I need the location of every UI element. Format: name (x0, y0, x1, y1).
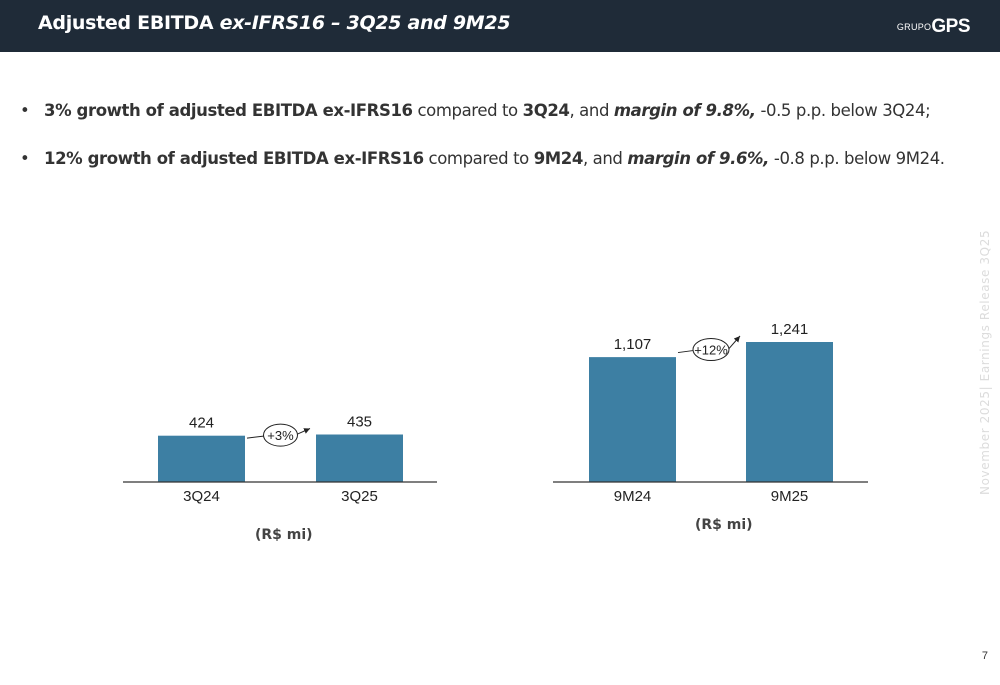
bullet-9m: • 12% growth of adjusted EBITDA ex-IFRS16… (20, 148, 945, 170)
bullet-list: • 3% growth of adjusted EBITDA ex-IFRS16 … (20, 100, 945, 196)
grupo-gps-logo: GRUPOGPS (896, 16, 971, 38)
value-label-3q24: 424 (189, 415, 214, 432)
bar-9m24 (589, 357, 676, 482)
bullet-dot: • (20, 149, 30, 168)
growth-arrow-quarter (297, 428, 311, 435)
bullet-9m-text-2: , and (582, 149, 628, 168)
value-label-3q25: 435 (347, 414, 372, 431)
growth-arrow-ninemonth (728, 335, 741, 349)
bullet-dot: • (20, 101, 30, 120)
bullet-3q-bold-2: 3Q24 (522, 101, 570, 120)
category-label-9m25: 9M25 (771, 488, 809, 505)
growth-label-quarter: +3% (267, 428, 294, 443)
bullet-9m-bold-1: 12% growth of adjusted EBITDA ex-IFRS16 (44, 149, 424, 168)
growth-label-ninemonth: +12% (694, 343, 728, 358)
category-label-9m24: 9M24 (614, 488, 652, 505)
bullet-3q-text-3: -0.5 p.p. below 3Q24; (755, 101, 931, 120)
chart-ninemonth-unit-label: (R$ mi) (695, 517, 753, 533)
bullet-3q-text-1: compared to (412, 101, 523, 120)
value-label-9m25: 1,241 (771, 321, 809, 338)
bullet-3q-text-2: , and (569, 101, 614, 120)
category-label-3q25: 3Q25 (341, 488, 378, 505)
bullet-9m-text-3: -0.8 p.p. below 9M24. (769, 149, 945, 168)
bar-3q24 (158, 435, 245, 482)
chart-quarter-unit-label: (R$ mi) (255, 527, 313, 543)
growth-arrow-tail-quarter (246, 435, 264, 439)
page-title: Adjusted EBITDA ex-IFRS16 – 3Q25 and 9M2… (38, 12, 511, 34)
value-label-9m24: 1,107 (614, 336, 652, 353)
page-number: 7 (981, 650, 988, 662)
growth-badge-ninemonth (692, 338, 730, 362)
bullet-3q-bold-1: 3% growth of adjusted EBITDA ex-IFRS16 (44, 101, 413, 120)
bar-9m25 (746, 342, 833, 482)
bullet-9m-margin: margin of 9.6%, (627, 149, 770, 168)
title-italic: ex-IFRS16 – 3Q25 and 9M25 (219, 12, 511, 34)
logo-main: GPS (931, 16, 970, 37)
bullet-9m-bold-2: 9M24 (533, 149, 584, 168)
growth-badge-quarter (263, 423, 298, 447)
bullet-9m-text-1: compared to (423, 149, 534, 168)
category-label-3q24: 3Q24 (183, 488, 220, 505)
bar-3q25 (316, 434, 403, 482)
growth-arrow-tail-ninemonth (677, 350, 694, 354)
logo-prefix: GRUPO (896, 22, 932, 32)
side-release-text: November 2025| Earnings Release 3Q25 (978, 229, 992, 495)
bullet-3q: • 3% growth of adjusted EBITDA ex-IFRS16 … (20, 100, 940, 122)
title-plain: Adjusted EBITDA (38, 12, 220, 34)
bullet-3q-margin: margin of 9.8%, (613, 101, 756, 120)
header-bar: Adjusted EBITDA ex-IFRS16 – 3Q25 and 9M2… (0, 0, 1000, 52)
